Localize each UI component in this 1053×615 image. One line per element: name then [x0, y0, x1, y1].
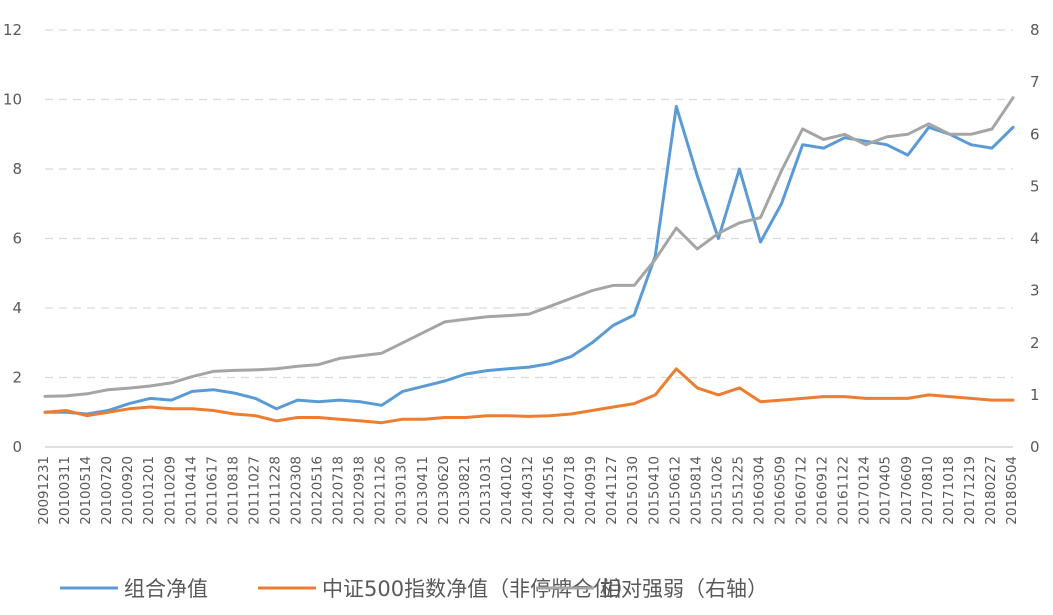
x-tick-label: 20091231 — [36, 456, 52, 525]
x-tick-label: 20120718 — [331, 456, 347, 525]
x-tick-label: 20170609 — [899, 456, 915, 525]
x-tick-label: 20150612 — [667, 456, 683, 525]
series-line-3 — [43, 96, 1015, 398]
y-right-tick-label: 8 — [1030, 21, 1040, 39]
x-tick-label: 20170124 — [857, 456, 873, 525]
y-left-tick-label: 12 — [3, 21, 22, 39]
x-tick-label: 20100720 — [99, 456, 115, 525]
legend-label: 相对强弱（右轴） — [600, 577, 768, 601]
x-tick-label: 20160304 — [751, 456, 767, 525]
x-tick-label: 20150410 — [646, 456, 662, 525]
y-right-tick-label: 7 — [1030, 73, 1040, 91]
x-tick-label: 20110818 — [225, 456, 241, 525]
x-tick-label: 20140102 — [499, 456, 515, 525]
x-tick-label: 20111228 — [267, 456, 283, 525]
series-lines — [43, 96, 1015, 425]
x-tick-label: 20110414 — [183, 456, 199, 525]
x-tick-label: 20150814 — [688, 456, 704, 525]
legend: 组合净值 中证500指数净值（非停牌仓位）相对强弱（右轴） — [60, 577, 768, 601]
x-tick-label: 20120918 — [352, 456, 368, 525]
x-tick-label: 20140718 — [562, 456, 578, 525]
x-tick-label: 20140516 — [541, 456, 557, 525]
x-tick-label: 20100920 — [120, 456, 136, 525]
x-tick-label: 20110617 — [204, 456, 220, 525]
x-tick-label: 20141127 — [604, 456, 620, 525]
x-tick-label: 20100311 — [57, 456, 73, 525]
y-right-tick-label: 0 — [1030, 438, 1040, 456]
x-tick-label: 20161122 — [836, 456, 852, 525]
x-tick-label: 20180504 — [1004, 456, 1020, 525]
x-tick-label: 20170810 — [920, 456, 936, 525]
x-tick-label: 20130821 — [457, 456, 473, 525]
x-tick-label: 20180227 — [983, 456, 999, 525]
x-tick-label: 20130130 — [394, 456, 410, 525]
y-left-tick-label: 2 — [12, 369, 22, 387]
x-tick-label: 20101201 — [141, 456, 157, 525]
x-tick-label: 20170405 — [878, 456, 894, 525]
x-tick-label: 20160712 — [794, 456, 810, 525]
series-line-1 — [43, 104, 1015, 416]
y-left-tick-label: 0 — [12, 438, 22, 456]
x-tick-label: 20171018 — [941, 456, 957, 525]
x-tick-label: 20130620 — [436, 456, 452, 525]
y-right-tick-label: 3 — [1030, 282, 1040, 300]
x-tick-label: 20100514 — [78, 456, 94, 525]
x-tick-label: 20110209 — [162, 456, 178, 525]
y-right-tick-label: 2 — [1030, 334, 1040, 352]
x-tick-label: 20131031 — [478, 456, 494, 525]
y-right-tick-label: 4 — [1030, 230, 1040, 248]
x-tick-label: 20151225 — [730, 456, 746, 525]
x-tick-label: 20160912 — [815, 456, 831, 525]
y-left-tick-label: 6 — [12, 230, 22, 248]
x-tick-label: 20120308 — [289, 456, 305, 525]
x-tick-label: 20130411 — [415, 456, 431, 525]
x-tick-label: 20150130 — [625, 456, 641, 525]
y-right-tick-label: 1 — [1030, 386, 1040, 404]
y-left-tick-label: 4 — [12, 299, 22, 317]
x-tick-label: 20121126 — [373, 456, 389, 525]
legend-label: 组合净值 — [124, 577, 208, 601]
x-tick-label: 20171219 — [962, 456, 978, 525]
y-right-tick-label: 6 — [1030, 125, 1040, 143]
x-tick-label: 20120516 — [310, 456, 326, 525]
x-tick-label: 20140919 — [583, 456, 599, 525]
x-tick-label: 20160509 — [773, 456, 789, 525]
x-tick-label: 20111027 — [246, 456, 262, 525]
gridlines — [45, 29, 1013, 379]
x-tick-label: 20140312 — [520, 456, 536, 525]
y-right-tick-label: 5 — [1030, 177, 1040, 195]
series-line-2 — [43, 367, 1015, 425]
y-left-tick-label: 8 — [12, 160, 22, 178]
y-left-tick-label: 10 — [3, 91, 22, 109]
x-tick-label: 20151026 — [709, 456, 725, 525]
